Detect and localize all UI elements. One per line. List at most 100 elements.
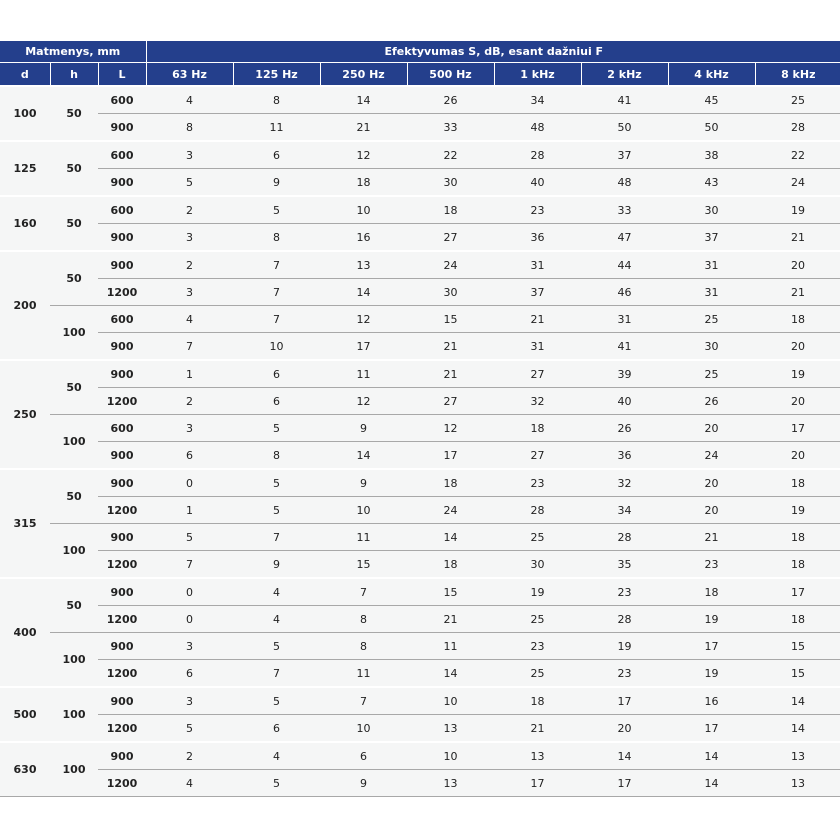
value-cell: 30: [407, 168, 494, 197]
h-cell: 100: [50, 686, 98, 743]
d-cell: 315: [0, 468, 50, 579]
value-cell: 3: [146, 632, 233, 660]
l-cell: 900: [98, 686, 146, 715]
data-row: 1200 6 7 11 14 25 23 19 15: [0, 659, 840, 688]
value-cell: 14: [581, 741, 668, 770]
value-cell: 35: [581, 550, 668, 579]
data-row: 1200 3 7 14 30 37 46 31 21: [0, 278, 840, 306]
value-cell: 15: [755, 659, 840, 688]
value-cell: 2: [146, 741, 233, 770]
value-cell: 23: [494, 468, 581, 497]
attenuation-table: Matmenys, mm Efektyvumas S, dB, esant da…: [0, 41, 840, 797]
value-cell: 20: [668, 496, 755, 524]
value-cell: 8: [233, 223, 320, 252]
value-cell: 14: [407, 523, 494, 551]
l-cell: 900: [98, 113, 146, 142]
value-cell: 18: [668, 577, 755, 606]
value-cell: 10: [233, 332, 320, 361]
value-cell: 15: [755, 632, 840, 660]
l-cell: 900: [98, 441, 146, 470]
value-cell: 17: [581, 769, 668, 797]
value-cell: 19: [755, 195, 840, 224]
value-cell: 20: [668, 414, 755, 442]
data-row: 315 50 900 0 5 9 18 23 32 20 18: [0, 468, 840, 579]
value-cell: 7: [233, 305, 320, 333]
value-cell: 26: [407, 85, 494, 114]
data-row: 160 50 600 2 5 10 18 23 33 30 19: [0, 195, 840, 252]
value-cell: 4: [146, 305, 233, 333]
l-cell: 900: [98, 332, 146, 361]
value-cell: 45: [668, 85, 755, 114]
value-cell: 10: [407, 741, 494, 770]
value-cell: 5: [233, 468, 320, 497]
column-header: 63 Hz: [146, 62, 234, 86]
value-cell: 18: [407, 195, 494, 224]
value-cell: 25: [494, 659, 581, 688]
value-cell: 15: [320, 550, 407, 579]
value-cell: 19: [755, 496, 840, 524]
value-cell: 26: [668, 387, 755, 415]
value-cell: 13: [755, 769, 840, 797]
column-header: 500 Hz: [407, 62, 495, 86]
value-cell: 3: [146, 278, 233, 306]
value-cell: 24: [407, 250, 494, 279]
value-cell: 36: [581, 441, 668, 470]
value-cell: 27: [407, 387, 494, 415]
column-header: 4 kHz: [668, 62, 756, 86]
value-cell: 28: [494, 496, 581, 524]
value-cell: 20: [755, 332, 840, 361]
value-cell: 11: [320, 659, 407, 688]
l-cell: 600: [98, 414, 146, 442]
value-cell: 30: [407, 278, 494, 306]
value-cell: 19: [494, 577, 581, 606]
value-cell: 32: [581, 468, 668, 497]
group-header: Matmenys, mm: [0, 41, 147, 63]
value-cell: 5: [233, 195, 320, 224]
column-header: 1 kHz: [494, 62, 582, 86]
value-cell: 20: [581, 714, 668, 743]
value-cell: 33: [407, 113, 494, 142]
table-body: 100 50 600 4 8 14 26 34 41 45 25 900 8 11 21 33 48 50 50 28…: [0, 85, 840, 797]
h-cell: 50: [50, 468, 98, 524]
value-cell: 21: [494, 305, 581, 333]
value-cell: 21: [407, 605, 494, 633]
value-cell: 12: [320, 140, 407, 169]
data-row: 500 100 900 3 5 7 10 18 17 16 14: [0, 686, 840, 743]
value-cell: 5: [146, 168, 233, 197]
value-cell: 13: [407, 714, 494, 743]
value-cell: 8: [320, 632, 407, 660]
value-cell: 7: [320, 686, 407, 715]
value-cell: 6: [233, 387, 320, 415]
value-cell: 28: [581, 523, 668, 551]
value-cell: 18: [755, 305, 840, 333]
value-cell: 8: [233, 85, 320, 114]
value-cell: 17: [320, 332, 407, 361]
value-cell: 24: [755, 168, 840, 197]
value-cell: 1: [146, 496, 233, 524]
value-cell: 25: [494, 605, 581, 633]
value-cell: 4: [146, 85, 233, 114]
value-cell: 16: [320, 223, 407, 252]
value-cell: 3: [146, 414, 233, 442]
value-cell: 25: [755, 85, 840, 114]
value-cell: 17: [755, 577, 840, 606]
l-cell: 1200: [98, 278, 146, 306]
value-cell: 27: [494, 359, 581, 388]
value-cell: 21: [494, 714, 581, 743]
value-cell: 4: [233, 741, 320, 770]
value-cell: 25: [668, 359, 755, 388]
value-cell: 24: [668, 441, 755, 470]
h-cell: 50: [50, 85, 98, 142]
value-cell: 6: [146, 441, 233, 470]
value-cell: 5: [146, 523, 233, 551]
value-cell: 7: [320, 577, 407, 606]
column-header: 250 Hz: [320, 62, 408, 86]
value-cell: 37: [668, 223, 755, 252]
value-cell: 11: [233, 113, 320, 142]
d-cell: 250: [0, 359, 50, 470]
value-cell: 10: [320, 195, 407, 224]
value-cell: 5: [233, 632, 320, 660]
value-cell: 23: [494, 632, 581, 660]
value-cell: 6: [233, 359, 320, 388]
data-row: 125 50 600 3 6 12 22 28 37 38 22: [0, 140, 840, 197]
